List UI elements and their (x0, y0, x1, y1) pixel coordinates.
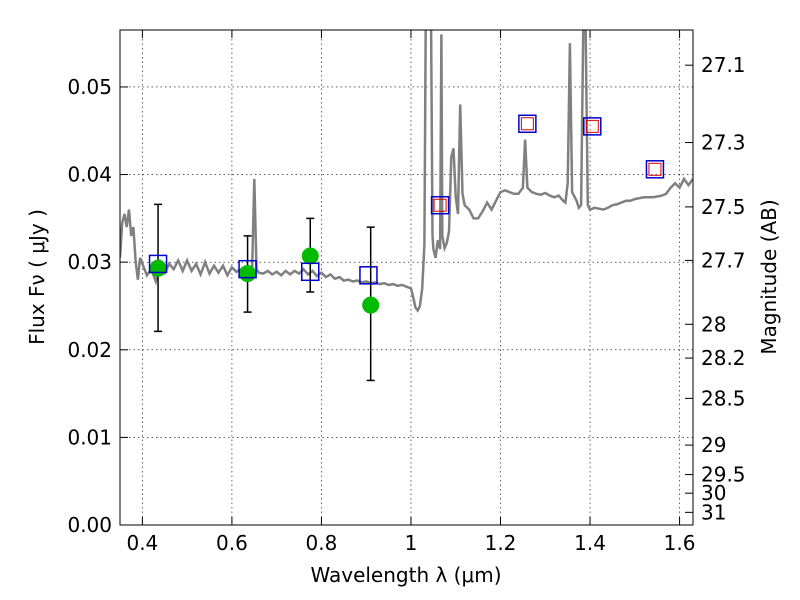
magnitude-tick-label: 29 (701, 433, 726, 457)
y-tick-label: 0.04 (67, 163, 112, 187)
magnitude-tick-label: 28.5 (701, 386, 746, 410)
y-tick-label: 0.02 (67, 338, 112, 362)
model-point-box (301, 262, 320, 282)
model-point-inner-box (520, 117, 534, 131)
magnitude-tick-label: 28 (701, 312, 726, 336)
model-point-inner-box (585, 119, 599, 133)
y-tick-label: 0.00 (67, 513, 112, 537)
x-tick-label: 1.6 (664, 531, 696, 555)
y-tick-labels: 0.00 0.01 0.02 0.03 0.04 0.05 (67, 75, 112, 537)
model-point-box (430, 195, 450, 215)
axis-ticks (120, 30, 693, 526)
x-tick-label: 1 (405, 531, 418, 555)
x-tick-label: 0.4 (126, 531, 158, 555)
y-tick-label: 0.05 (67, 75, 112, 99)
y-tick-label: 0.01 (67, 425, 112, 449)
model-point-box (148, 254, 168, 274)
observed-point (362, 296, 380, 314)
x-tick-label: 1.4 (574, 531, 606, 555)
model-point-inner-box (433, 198, 447, 212)
observed-point (301, 247, 319, 265)
x-tick-label: 0.6 (216, 531, 248, 555)
magnitude-tick-label: 28.2 (701, 346, 746, 370)
model-point-box (583, 117, 602, 136)
magnitude-tick-label: 27.1 (701, 53, 746, 77)
observed-point (149, 259, 167, 277)
model-point-box (238, 259, 257, 279)
model-point-box (518, 114, 537, 133)
plot-frame (119, 29, 694, 526)
y-tick-label: 0.03 (67, 250, 112, 274)
model-spectrum-line (120, 30, 693, 313)
grid-lines (120, 30, 693, 526)
model-photometry-points (148, 114, 665, 285)
magnitude-tick-label: 27.7 (701, 248, 746, 272)
magnitude-tick-label: 29.5 (701, 463, 746, 487)
right-y-axis-label: Magnitude (AB) (757, 199, 781, 354)
x-tick-label: 0.8 (306, 531, 338, 555)
x-axis-label: Wavelength λ (μm) (310, 563, 501, 587)
x-tick-labels: 0.4 0.6 0.8 1 1.2 1.4 1.6 (126, 531, 695, 555)
model-point-inner-box (648, 162, 662, 176)
magnitude-tick-label: 31 (701, 500, 726, 524)
magnitude-tick-label: 27.5 (701, 195, 746, 219)
y-axis-label: Flux Fν ( μJy ) (25, 209, 49, 345)
observed-point (239, 265, 257, 283)
magnitude-tick-label: 30 (701, 481, 726, 505)
magnitude-tick-label: 27.3 (701, 131, 746, 155)
x-tick-label: 1.2 (485, 531, 517, 555)
model-point-box (645, 160, 665, 179)
model-point-box (359, 266, 378, 285)
